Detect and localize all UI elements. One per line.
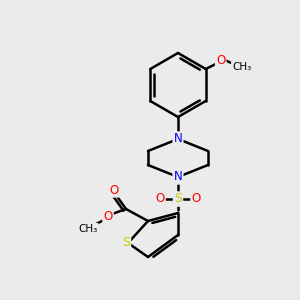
Text: S: S bbox=[122, 236, 130, 250]
Text: N: N bbox=[174, 133, 182, 146]
Text: N: N bbox=[174, 170, 182, 184]
Text: S: S bbox=[174, 193, 182, 206]
Text: O: O bbox=[110, 184, 118, 196]
Text: CH₃: CH₃ bbox=[232, 62, 251, 72]
Text: CH₃: CH₃ bbox=[78, 224, 98, 234]
Text: O: O bbox=[216, 55, 225, 68]
Text: O: O bbox=[103, 211, 112, 224]
Text: O: O bbox=[191, 193, 201, 206]
Text: O: O bbox=[155, 193, 165, 206]
